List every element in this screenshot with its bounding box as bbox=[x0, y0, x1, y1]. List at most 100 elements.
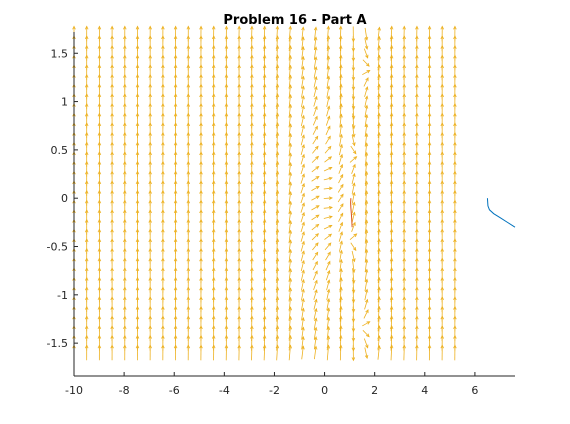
field-arrow bbox=[300, 104, 305, 117]
x-tick-label: -4 bbox=[219, 384, 230, 397]
field-arrow bbox=[262, 218, 267, 235]
field-arrow bbox=[199, 25, 203, 42]
field-arrow bbox=[300, 259, 305, 272]
field-arrow bbox=[301, 85, 305, 98]
field-arrow bbox=[323, 224, 333, 230]
field-arrow bbox=[363, 309, 369, 319]
field-arrow bbox=[301, 288, 305, 301]
field-arrow bbox=[362, 70, 371, 76]
field-arrow bbox=[339, 133, 343, 146]
field-arrow bbox=[300, 173, 305, 184]
field-arrow bbox=[300, 134, 305, 146]
field-arrow bbox=[313, 289, 318, 300]
field-arrow bbox=[313, 95, 318, 107]
field-arrow bbox=[351, 172, 356, 185]
field-arrow bbox=[364, 38, 369, 50]
field-arrow bbox=[323, 166, 333, 172]
field-arrow bbox=[313, 336, 318, 350]
field-arrow bbox=[313, 326, 318, 340]
field-arrow bbox=[300, 144, 305, 155]
field-arrow bbox=[313, 105, 318, 117]
y-tick-label: 0 bbox=[61, 192, 68, 205]
x-tick-label: 4 bbox=[421, 384, 428, 397]
field-arrow bbox=[338, 153, 343, 165]
field-arrow bbox=[363, 77, 369, 87]
field-arrow bbox=[338, 212, 344, 222]
field-arrow bbox=[389, 344, 394, 361]
field-arrow bbox=[262, 160, 267, 177]
field-arrow bbox=[312, 260, 318, 271]
field-arrow bbox=[288, 25, 292, 42]
field-arrow bbox=[311, 223, 320, 231]
field-arrow bbox=[339, 315, 343, 332]
field-arrow bbox=[300, 192, 305, 204]
y-tick-label: 1.5 bbox=[51, 47, 69, 60]
field-arrow bbox=[312, 251, 319, 261]
field-arrow bbox=[262, 305, 267, 322]
field-arrow bbox=[389, 334, 394, 351]
field-arrow bbox=[351, 277, 356, 294]
field-arrow bbox=[324, 233, 333, 240]
field-arrow bbox=[313, 66, 318, 79]
field-arrow bbox=[300, 202, 305, 213]
field-arrow bbox=[313, 317, 318, 330]
field-arrow bbox=[313, 298, 318, 310]
field-arrow bbox=[312, 242, 319, 251]
field-arrow bbox=[339, 64, 343, 81]
field-arrow bbox=[312, 270, 318, 281]
field-arrow bbox=[262, 247, 267, 264]
field-arrow bbox=[325, 125, 331, 136]
field-arrow bbox=[338, 143, 343, 156]
field-arrow bbox=[339, 249, 343, 262]
field-arrow bbox=[262, 170, 267, 187]
field-arrow bbox=[300, 231, 305, 242]
field-arrow bbox=[262, 276, 267, 293]
field-arrow bbox=[311, 233, 320, 241]
field-arrow bbox=[325, 260, 331, 271]
field-arrow bbox=[338, 231, 343, 242]
field-arrow bbox=[262, 189, 267, 206]
field-arrow bbox=[351, 94, 356, 110]
field-arrow bbox=[364, 104, 369, 118]
field-arrow bbox=[323, 186, 333, 191]
field-arrow bbox=[325, 115, 331, 126]
field-arrow bbox=[351, 221, 356, 232]
field-arrow bbox=[326, 95, 331, 107]
y-tick-label: 0.5 bbox=[51, 144, 69, 157]
field-arrow bbox=[326, 85, 331, 98]
field-arrow bbox=[262, 73, 267, 90]
field-arrow bbox=[262, 131, 267, 148]
field-arrow bbox=[337, 193, 344, 203]
field-arrow bbox=[300, 278, 305, 291]
field-arrow bbox=[337, 203, 344, 213]
field-arrow bbox=[389, 35, 394, 52]
field-arrow bbox=[363, 48, 369, 59]
field-arrow bbox=[362, 321, 371, 327]
field-arrow bbox=[389, 315, 394, 332]
field-arrow bbox=[224, 25, 229, 42]
field-arrow bbox=[301, 65, 305, 79]
field-arrow bbox=[324, 242, 332, 251]
field-arrow bbox=[389, 54, 394, 71]
x-tick-label: -2 bbox=[269, 384, 280, 397]
field-arrow bbox=[262, 93, 267, 110]
field-arrow bbox=[364, 95, 369, 108]
y-tick-label: -1 bbox=[57, 289, 68, 302]
field-arrow bbox=[311, 205, 320, 211]
field-arrow bbox=[338, 163, 344, 174]
field-arrow bbox=[389, 64, 394, 81]
field-arrow bbox=[364, 27, 369, 41]
y-tick-label: -1.5 bbox=[47, 337, 68, 350]
field-arrow bbox=[262, 180, 267, 197]
field-arrow bbox=[349, 156, 358, 163]
field-arrow bbox=[364, 278, 369, 291]
field-arrow bbox=[313, 26, 318, 41]
field-arrow bbox=[300, 240, 305, 252]
field-arrow bbox=[338, 221, 344, 232]
field-arrow bbox=[313, 307, 318, 320]
field-arrow bbox=[262, 151, 267, 168]
field-arrow bbox=[250, 25, 254, 42]
field-arrow bbox=[301, 95, 305, 108]
field-arrow bbox=[300, 124, 305, 136]
field-arrow bbox=[313, 85, 318, 98]
